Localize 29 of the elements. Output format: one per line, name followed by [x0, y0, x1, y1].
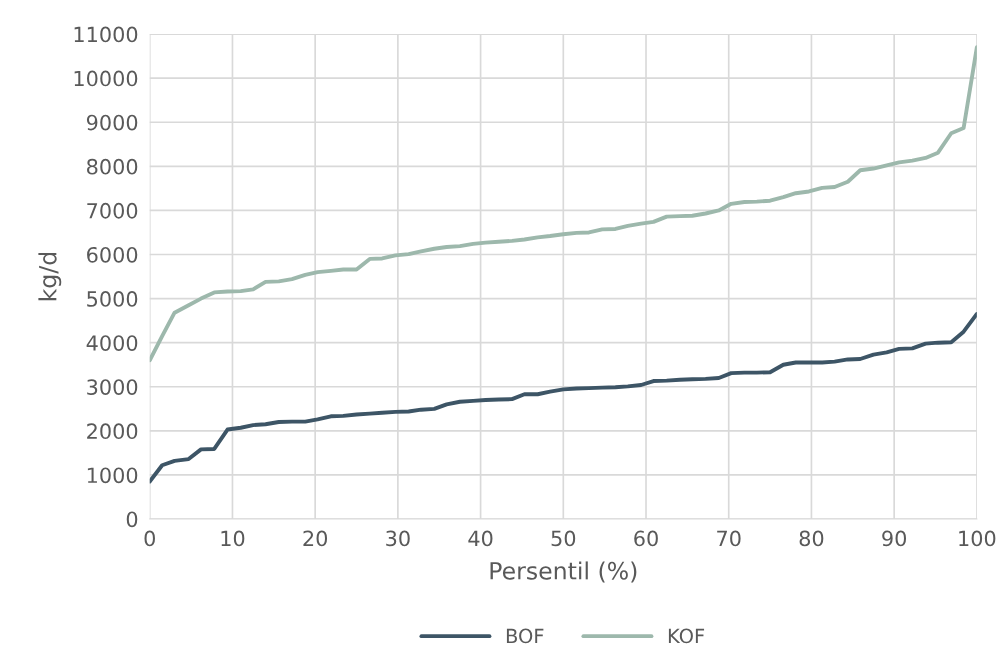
x-tick-label: 40 [468, 530, 493, 547]
y-tick-label: 0 [126, 511, 138, 528]
y-tick-label: 3000 [87, 379, 138, 395]
x-tick-label: 80 [799, 530, 824, 547]
legend-label: BOF [506, 628, 544, 644]
x-tick-label: 30 [386, 530, 410, 547]
y-tick-label: 5000 [87, 291, 138, 307]
x-tick-label: 20 [303, 530, 328, 547]
y-tick-label: 11000 [74, 26, 138, 43]
x-tick-label: 50 [551, 530, 576, 547]
y-tick-label: 8000 [87, 158, 138, 175]
x-tick-label: 100 [959, 530, 996, 547]
y-tick-label: 6000 [87, 246, 138, 263]
x-tick-label: 70 [717, 530, 741, 547]
y-tick-label: 10000 [74, 70, 138, 87]
y-tick-label: 7000 [87, 202, 138, 219]
y-tick-label: 9000 [86, 114, 138, 131]
x-axis-title: Persentil (%) [490, 561, 637, 583]
legend-label: KOF [668, 628, 705, 644]
line-series [149, 45, 977, 363]
line-series [149, 312, 977, 484]
x-tick-label: 0 [144, 530, 155, 547]
x-tick-label: 10 [221, 530, 245, 547]
y-tick-label: 4000 [86, 335, 138, 351]
y-axis-title: kg/d [38, 252, 62, 301]
x-tick-label: 90 [882, 530, 907, 547]
x-tick-label: 60 [634, 530, 658, 547]
y-tick-label: 1000 [87, 467, 138, 484]
y-tick-label: 2000 [87, 423, 138, 440]
